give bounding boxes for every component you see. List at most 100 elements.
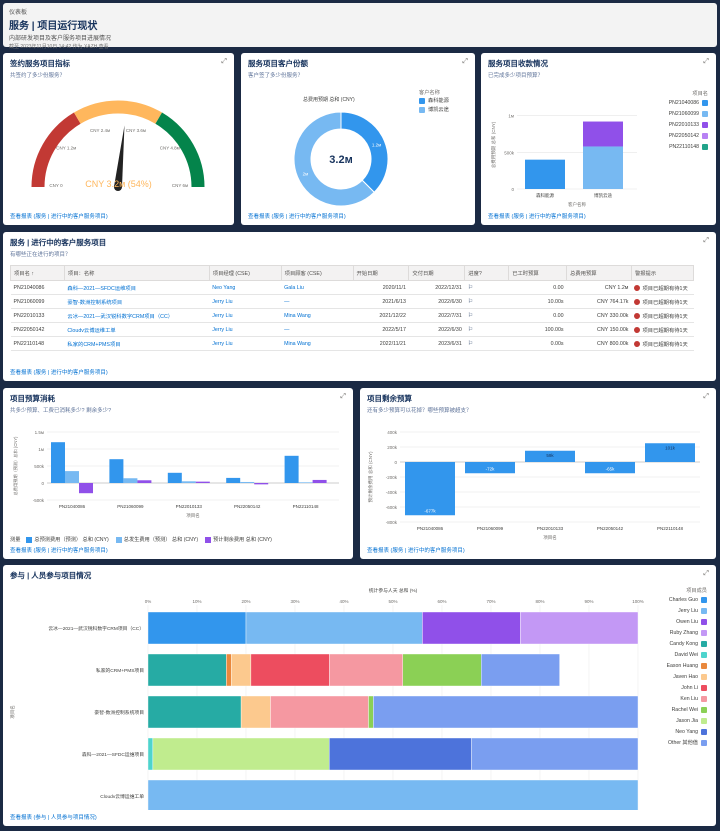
bar-segment	[481, 653, 560, 687]
people-legend: 项目成员 Charles Guo Jerry Liu Owen Liu Ruby Zh…	[643, 587, 707, 748]
expand-icon[interactable]: ⤢	[462, 58, 468, 65]
column-header[interactable]: 项目：名称	[63, 265, 210, 281]
data-label: -72k	[486, 466, 496, 471]
report-link[interactable]: 查看报表 (服务 | 进行中的客户服务项目)	[367, 548, 465, 554]
legend-swatch	[702, 121, 708, 128]
report-link[interactable]: 查看报表 (服务 | 进行中的客户服务项目)	[10, 548, 108, 554]
table-cell[interactable]: Cloudv云博运维工单	[64, 322, 210, 337]
legend-item[interactable]: David Wei	[643, 649, 707, 660]
table-cell[interactable]: Gala Liu	[281, 280, 354, 295]
bar-segment	[270, 695, 369, 729]
legend-swatch	[701, 717, 707, 724]
legend-item[interactable]: Jason Jia	[643, 715, 707, 726]
table-cell[interactable]: 豪智-数洲控制系统项目	[64, 294, 210, 309]
table-row[interactable]: PN22110148 私家的CRM+PMS项目 Jerry Liu Mina Wang…	[10, 336, 694, 351]
donut-slice-label: 2м	[303, 172, 309, 177]
legend-item[interactable]: Neo Yang	[643, 726, 707, 737]
x-axis-title: 统计参与人天 总和 (%)	[369, 587, 418, 594]
column-header[interactable]: 项目顾客 (CSE)	[280, 265, 354, 281]
legend-item[interactable]: PN22010133	[653, 119, 708, 130]
expand-icon[interactable]: ⤢	[221, 58, 227, 65]
table-cell[interactable]: Jerry Liu	[209, 336, 282, 351]
table-cell[interactable]: 私家的CRM+PMS项目	[64, 336, 210, 351]
legend-item[interactable]: 森科能源	[419, 96, 449, 105]
expand-icon[interactable]: ⤢	[703, 58, 709, 65]
x-axis-title: 项目名	[186, 512, 200, 519]
legend-item[interactable]: Owen Liu	[643, 616, 707, 627]
report-link[interactable]: 查看报表 (服务 | 进行中的客户服务项目)	[10, 214, 108, 220]
legend-item[interactable]: Rachel Wei	[643, 704, 707, 715]
donut-center-total: 3.2м	[329, 154, 352, 166]
legend-swatch	[205, 536, 212, 543]
column-header[interactable]: 开始日期	[352, 265, 410, 281]
x-tick-label: 10%	[192, 599, 201, 604]
table-cell: CNY 150.00k	[566, 322, 632, 337]
table-cell[interactable]: Neo Yang	[209, 280, 282, 295]
legend-item[interactable]: PN21060099	[653, 108, 708, 119]
legend-item[interactable]: Ken Liu	[643, 693, 707, 704]
legend-item[interactable]: 博凯云途	[419, 105, 449, 114]
legend-item[interactable]: PN22050142	[653, 130, 708, 141]
table-cell[interactable]: Jerry Liu	[209, 322, 282, 337]
expand-icon[interactable]: ⤢	[703, 393, 709, 400]
table-cell[interactable]: 云冰—2021—武汉锐科数字CRM项目（CC）	[64, 308, 210, 323]
legend-item[interactable]: 预计剩余费用 总和 (CNY)	[205, 536, 272, 543]
legend-item[interactable]: Charles Guo	[643, 594, 707, 605]
legend-item[interactable]: 总发生费用（预测） 总和 (CNY)	[115, 536, 198, 543]
table-cell[interactable]: —	[281, 294, 354, 309]
expand-icon[interactable]: ⤢	[703, 237, 709, 244]
expand-icon[interactable]: ⤢	[340, 393, 346, 400]
column-header[interactable]: 进度?	[464, 265, 510, 281]
legend-item[interactable]: Javen Hao	[643, 671, 707, 682]
column-header[interactable]: 警报提示	[630, 265, 695, 281]
legend-label: 博凯云途	[428, 107, 449, 113]
report-link[interactable]: 查看报表 (服务 | 进行中的客户服务项目)	[488, 214, 586, 220]
expand-icon[interactable]: ⤢	[703, 570, 709, 577]
bar-segment	[147, 779, 639, 810]
table-row[interactable]: PN22050142 Cloudv云博运维工单 Jerry Liu —2022/5/1…	[10, 322, 694, 337]
legend-swatch	[701, 651, 707, 658]
bar	[405, 462, 455, 516]
legend-label: Jason Jia	[676, 717, 698, 724]
column-header[interactable]: 项目经理 (CSE)	[208, 265, 282, 281]
table-cell[interactable]: Mina Wang	[281, 308, 354, 323]
table-row[interactable]: PN21040086 森科—2021—SFDC运维项目 Neo Yang Gala L…	[10, 280, 694, 295]
report-link[interactable]: 查看报表 (服务 | 进行中的客户服务项目)	[248, 214, 346, 220]
bar-segment	[147, 611, 247, 645]
legend-item[interactable]: Eason Huang	[643, 660, 707, 671]
table-cell[interactable]: Jerry Liu	[209, 294, 282, 309]
column-header[interactable]: 已工时预算	[508, 265, 568, 281]
y-axis-title: 预计剩余费用 总和 (CNY)	[367, 451, 374, 502]
legend-item[interactable]: Ruby Zhang	[643, 627, 707, 638]
legend-item[interactable]: John Li	[643, 682, 707, 693]
legend-label: Javen Hao	[673, 673, 698, 680]
report-link[interactable]: 查看报表 (服务 | 进行中的客户服务项目)	[10, 370, 108, 376]
table-cell: PN21060099	[10, 294, 65, 309]
table-cell: 2022/6/30	[408, 294, 465, 309]
table-cell[interactable]: 森科—2021—SFDC运维项目	[64, 280, 210, 295]
legend-label: David Wei	[674, 651, 698, 658]
gauge-tick-label: CNY 6м	[172, 183, 188, 188]
legend-item[interactable]: Other 其他值	[643, 737, 707, 748]
column-header[interactable]: 交付日期	[408, 265, 466, 281]
column-header[interactable]: 项目名 ↑	[10, 265, 65, 281]
alert-icon	[634, 327, 641, 334]
legend-item[interactable]: PN22110148	[653, 141, 708, 152]
report-link[interactable]: 查看报表 (参与 | 人员参与项目情况)	[10, 815, 97, 821]
legend-swatch	[702, 143, 708, 150]
remain-chart: -800k -600k -400k -200k 0 200k 400k -677k PN2104…	[367, 430, 700, 541]
legend-swatch	[701, 629, 707, 636]
table-cell[interactable]: Jerry Liu	[209, 308, 282, 323]
gauge-tick-label: CNY 0	[49, 183, 63, 188]
donut-slice	[340, 111, 389, 193]
legend-item[interactable]: PN21040086	[653, 97, 708, 108]
legend-item[interactable]: Candy Kong	[643, 638, 707, 649]
table-row[interactable]: PN22010133 云冰—2021—武汉锐科数字CRM项目（CC） Jerry L…	[10, 308, 694, 323]
table-cell[interactable]: Mina Wang	[281, 336, 354, 351]
table-row[interactable]: PN21060099 豪智-数洲控制系统项目 Jerry Liu —2021/6/13…	[10, 294, 694, 309]
table-cell[interactable]: —	[281, 322, 354, 337]
legend-item[interactable]: 总预测费用（预测） 总和 (CNY)	[26, 536, 109, 543]
column-header[interactable]: 总费用预算	[566, 265, 632, 281]
legend-item[interactable]: Jerry Liu	[643, 605, 707, 616]
